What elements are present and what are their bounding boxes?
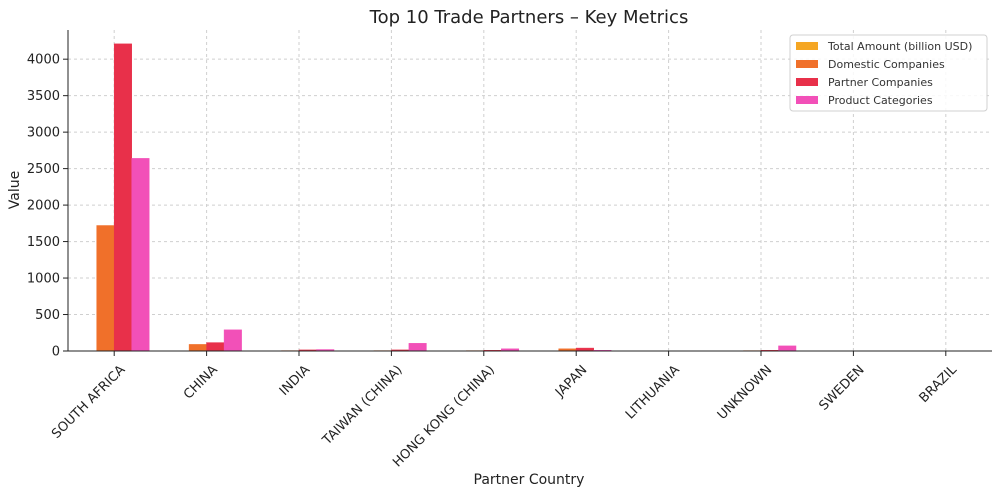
x-tick-label: UNKNOWN [715,363,775,423]
x-tick-label: TAIWAN (CHINA) [319,363,405,449]
x-tick-label: CHINA [181,363,221,403]
legend-box [789,34,988,112]
bars-group [78,43,982,352]
y-tick-label: 2500 [27,162,60,177]
x-tick-label: SOUTH AFRICA [49,363,128,442]
legend-swatch [796,78,818,86]
bar [223,329,242,352]
legend-swatch [796,96,818,104]
bar [408,343,427,352]
y-tick-label: 3500 [27,89,60,104]
x-tick-label: JAPAN [552,363,590,401]
legend-label: Domestic Companies [828,58,945,71]
x-tick-label: SWEDEN [816,363,867,414]
bar [113,43,132,352]
bar [96,225,115,352]
chart-title: Top 10 Trade Partners – Key Metrics [369,7,689,28]
legend-label: Partner Companies [828,76,933,89]
y-tick-label: 1500 [27,235,60,250]
legend-label: Total Amount (billion USD) [827,40,972,53]
legend: Total Amount (billion USD) Domestic Compa… [789,34,988,112]
legend-label: Product Categories [828,94,933,107]
legend-swatch [796,42,818,50]
y-tick-label: 0 [52,345,60,360]
x-axis-label: Partner Country [474,472,585,488]
x-tick-labels: SOUTH AFRICA CHINA INDIA TAIWAN (CHINA)HONG… [49,351,961,471]
legend-swatch [796,60,818,68]
y-tick-label: 3000 [27,126,60,141]
y-tick-label: 4000 [27,53,60,68]
x-tick-label: BRAZIL [917,362,961,406]
axes-group [67,30,992,352]
bar [131,158,150,352]
x-tick-label: LITHUANIA [623,363,683,423]
y-tick-label: 500 [35,308,60,323]
y-tick-label: 2000 [27,199,60,214]
bar [778,345,797,352]
bar [188,344,207,352]
x-tick-label: INDIA [277,363,313,399]
y-axis-label: Value [7,171,23,209]
y-tick-label: 1000 [27,272,60,287]
x-tick-label: HONG KONG (CHINA) [390,363,498,471]
y-tick-labels: 0 500 1000 1500 2000 2500 3000 3500 4000 [27,53,68,360]
bar [206,342,225,352]
